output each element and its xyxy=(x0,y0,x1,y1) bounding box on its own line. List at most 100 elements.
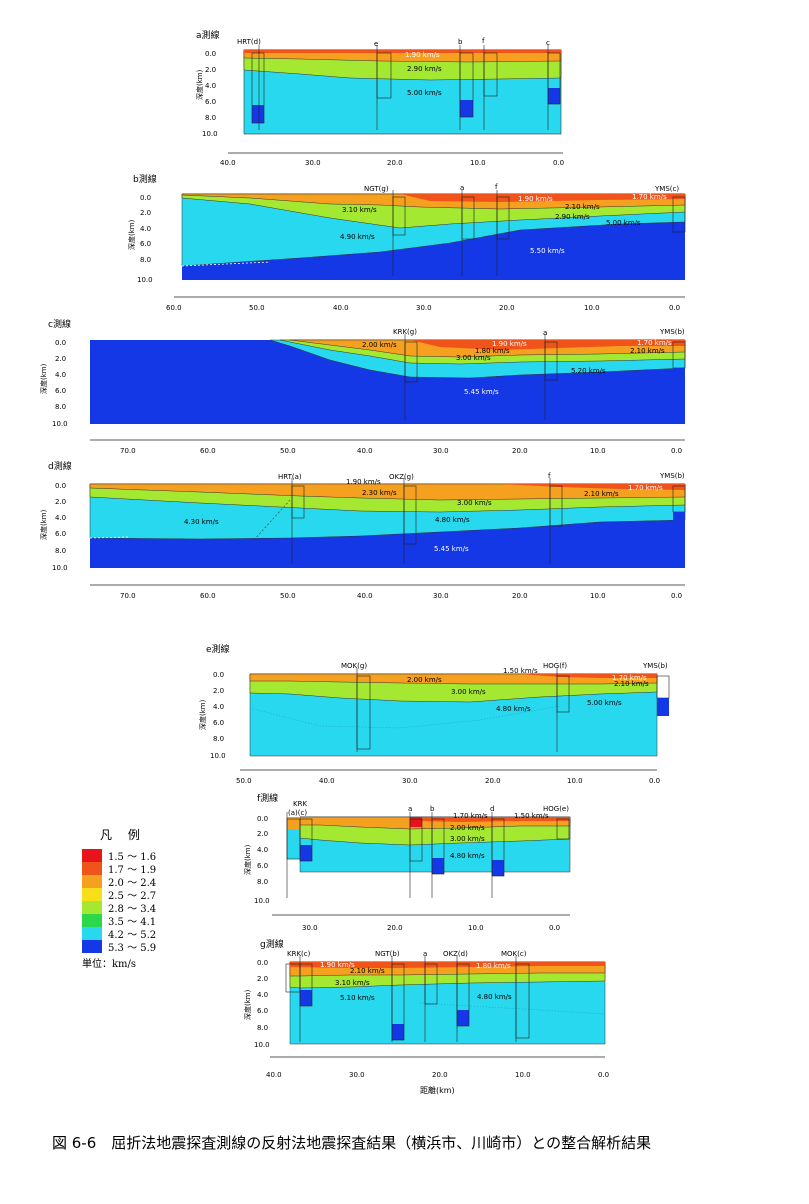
distance-tick: 50.0 xyxy=(236,777,252,785)
velocity-label: 4.90 km/s xyxy=(340,233,375,241)
depth-tick: 8.0 xyxy=(55,547,66,555)
depth-tick: 8.0 xyxy=(213,735,224,743)
depth-tick: 0.0 xyxy=(55,482,66,490)
distance-tick: 30.0 xyxy=(433,447,449,455)
depth-tick: 10.0 xyxy=(254,897,270,905)
distance-tick: 30.0 xyxy=(302,924,318,932)
velocity-label: 1.90 km/s xyxy=(405,51,440,59)
station-label: f xyxy=(482,37,485,45)
depth-tick: 10.0 xyxy=(52,564,68,572)
distance-tick: 60.0 xyxy=(166,304,182,312)
velocity-label: 3.00 km/s xyxy=(457,499,492,507)
depth-tick: 2.0 xyxy=(213,687,224,695)
distance-tick: 40.0 xyxy=(319,777,335,785)
depth-tick: 6.0 xyxy=(205,98,216,106)
profile-f: f測線 0.0 2.0 4.0 6.0 8.0 10.0 深度(km) KRK … xyxy=(243,792,571,932)
borehole-deep xyxy=(460,100,473,117)
profile-title: a測線 xyxy=(196,29,220,41)
depth-tick: 2.0 xyxy=(140,209,151,217)
distance-tick: 50.0 xyxy=(249,304,265,312)
distance-tick: 10.0 xyxy=(590,447,606,455)
depth-label: 深度(km) xyxy=(127,219,136,250)
borehole-deep xyxy=(548,88,560,104)
depth-axis: 0.0 2.0 4.0 6.0 8.0 10.0 深度(km) xyxy=(39,339,68,428)
velocity-label: 3.10 km/s xyxy=(335,979,370,987)
station-label: KRK(c) xyxy=(287,950,311,958)
station-label: YMS(b) xyxy=(659,472,685,480)
velocity-label: 5.00 km/s xyxy=(407,89,442,97)
station-label: (a)(c) xyxy=(288,809,307,817)
station-label: KRK(g) xyxy=(393,328,417,336)
depth-axis: 0.0 2.0 4.0 6.0 8.0 10.0 深度(km) xyxy=(127,194,153,284)
station-label: e xyxy=(374,40,378,48)
distance-tick: 10.0 xyxy=(590,592,606,600)
figure-caption: 図 6-6 屈折法地震探査測線の反射法地震探査結果（横浜市、川崎市）との整合解析… xyxy=(52,1134,652,1152)
velocity-label: 2.00 km/s xyxy=(407,676,442,684)
legend-label: 4.2 ～ 5.2 xyxy=(108,930,157,941)
distance-tick: 0.0 xyxy=(671,592,682,600)
distance-tick: 10.0 xyxy=(584,304,600,312)
depth-tick: 4.0 xyxy=(55,371,66,379)
velocity-label: 5.45 km/s xyxy=(434,545,469,553)
legend-swatch xyxy=(82,901,102,914)
legend-label: 3.5 ～ 4.1 xyxy=(108,917,157,928)
profile-g: g測線 0.0 2.0 4.0 6.0 8.0 10.0 深度(km) KRK(… xyxy=(243,938,609,1095)
legend-item: 1.5 ～ 1.6 xyxy=(82,849,202,863)
dashed-boundary xyxy=(89,536,131,539)
borehole-deep xyxy=(392,1024,404,1040)
depth-tick: 6.0 xyxy=(213,719,224,727)
velocity-label: 2.10 km/s xyxy=(565,203,600,211)
depth-tick: 6.0 xyxy=(55,530,66,538)
depth-tick: 4.0 xyxy=(257,846,268,854)
station-label: NGT(b) xyxy=(375,950,400,958)
distance-tick: 20.0 xyxy=(499,304,515,312)
depth-tick: 0.0 xyxy=(55,339,66,347)
distance-tick: 40.0 xyxy=(357,592,373,600)
velocity-label: 4.30 km/s xyxy=(184,518,219,526)
velocity-label: 4.80 km/s xyxy=(450,852,485,860)
side-column-top xyxy=(287,817,300,829)
station-label: f xyxy=(548,472,551,480)
depth-tick: 6.0 xyxy=(55,387,66,395)
depth-tick: 8.0 xyxy=(205,114,216,122)
borehole-deep xyxy=(673,368,685,384)
velocity-label: 2.10 km/s xyxy=(614,680,649,688)
distance-tick: 50.0 xyxy=(280,592,296,600)
station-label: YMS(c) xyxy=(654,185,679,193)
legend-label: 1.5 ～ 1.6 xyxy=(108,852,157,863)
velocity-label: 1.80 km/s xyxy=(476,962,511,970)
depth-axis: 0.0 2.0 4.0 6.0 8.0 10.0 深度(km) xyxy=(243,959,270,1049)
legend-items: 1.5 ～ 1.6 1.7 ～ 1.9 2.0 ～ 2.4 2.5 ～ 2.7 2.8 … xyxy=(82,849,202,954)
velocity-label: 2.10 km/s xyxy=(584,490,619,498)
borehole-deep xyxy=(300,990,312,1006)
velocity-label: 2.10 km/s xyxy=(350,967,385,975)
layer-1-70 xyxy=(400,194,685,202)
depth-tick: 4.0 xyxy=(140,225,151,233)
station-label: a xyxy=(408,805,412,813)
depth-tick: 8.0 xyxy=(257,878,268,886)
legend: 凡 例 1.5 ～ 1.6 1.7 ～ 1.9 2.0 ～ 2.4 2.5 ～ 2.7… xyxy=(82,826,202,970)
legend-item: 3.5 ～ 4.1 xyxy=(82,914,202,928)
depth-tick: 6.0 xyxy=(257,862,268,870)
depth-tick: 0.0 xyxy=(140,194,151,202)
station-label: OKZ(g) xyxy=(389,473,414,481)
dashed-boundary xyxy=(181,261,271,267)
station-label: HRT(d) xyxy=(237,38,261,46)
station-label: MOK(g) xyxy=(341,662,367,670)
depth-tick: 10.0 xyxy=(52,420,68,428)
legend-item: 2.5 ～ 2.7 xyxy=(82,888,202,902)
distance-tick: 30.0 xyxy=(305,159,321,167)
distance-tick: 60.0 xyxy=(200,447,216,455)
depth-tick: 2.0 xyxy=(55,498,66,506)
depth-axis: 0.0 2.0 4.0 6.0 8.0 10.0 深度(km) xyxy=(198,671,226,760)
distance-tick: 40.0 xyxy=(266,1071,282,1079)
station-label: HRT(a) xyxy=(278,473,302,481)
depth-tick: 0.0 xyxy=(257,815,268,823)
profile-c: c測線 0.0 2.0 4.0 6.0 8.0 10.0 深度(km) KRK(… xyxy=(39,318,686,455)
distance-tick: 0.0 xyxy=(553,159,564,167)
legend-label: 5.3 ～ 5.9 xyxy=(108,943,157,954)
layer-1-70 xyxy=(410,340,685,350)
distance-tick: 40.0 xyxy=(220,159,236,167)
depth-tick: 4.0 xyxy=(205,82,216,90)
